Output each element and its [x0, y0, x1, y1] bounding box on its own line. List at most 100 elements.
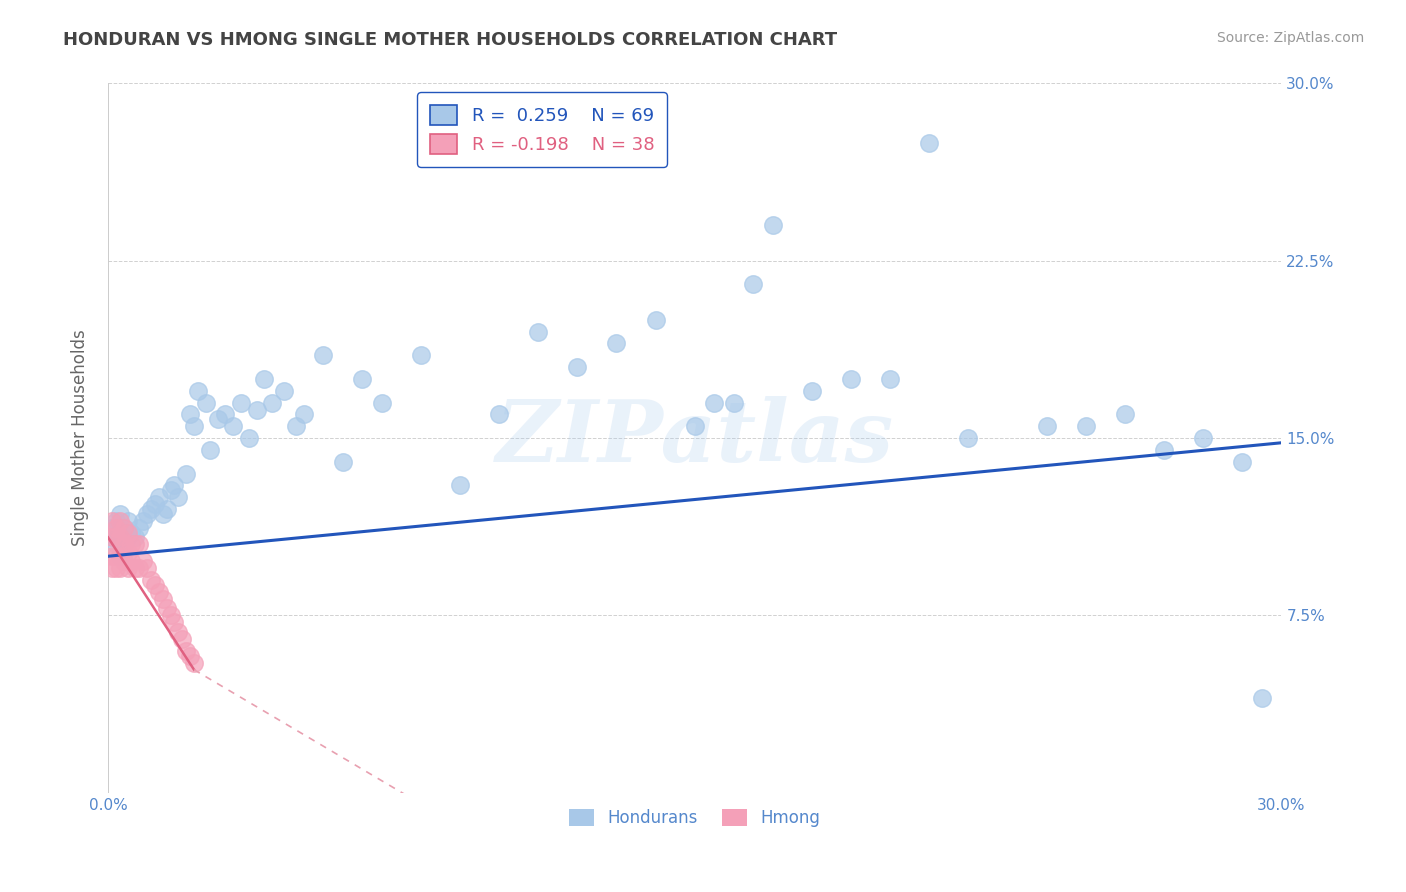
- Y-axis label: Single Mother Households: Single Mother Households: [72, 330, 89, 547]
- Point: [527, 325, 550, 339]
- Point: [214, 408, 236, 422]
- Point: [156, 601, 179, 615]
- Point: [112, 521, 135, 535]
- Point: [124, 537, 146, 551]
- Point: [132, 554, 155, 568]
- Point: [179, 648, 201, 663]
- Point: [409, 348, 432, 362]
- Point: [104, 549, 127, 564]
- Point: [159, 608, 181, 623]
- Point: [605, 336, 627, 351]
- Point: [567, 360, 589, 375]
- Point: [174, 467, 197, 481]
- Point: [183, 419, 205, 434]
- Point: [1074, 419, 1097, 434]
- Text: Source: ZipAtlas.com: Source: ZipAtlas.com: [1216, 31, 1364, 45]
- Point: [207, 412, 229, 426]
- Point: [117, 561, 139, 575]
- Point: [108, 549, 131, 564]
- Point: [194, 395, 217, 409]
- Point: [117, 544, 139, 558]
- Point: [148, 584, 170, 599]
- Point: [179, 408, 201, 422]
- Point: [101, 530, 124, 544]
- Point: [312, 348, 335, 362]
- Point: [253, 372, 276, 386]
- Text: ZIPatlas: ZIPatlas: [496, 396, 894, 480]
- Point: [139, 502, 162, 516]
- Point: [1232, 455, 1254, 469]
- Point: [108, 530, 131, 544]
- Point: [132, 514, 155, 528]
- Point: [117, 525, 139, 540]
- Point: [143, 497, 166, 511]
- Point: [159, 483, 181, 497]
- Text: HONDURAN VS HMONG SINGLE MOTHER HOUSEHOLDS CORRELATION CHART: HONDURAN VS HMONG SINGLE MOTHER HOUSEHOL…: [63, 31, 838, 49]
- Point: [167, 624, 190, 639]
- Point: [957, 431, 980, 445]
- Point: [292, 408, 315, 422]
- Point: [136, 507, 159, 521]
- Point: [762, 219, 785, 233]
- Point: [644, 313, 666, 327]
- Point: [167, 490, 190, 504]
- Point: [104, 514, 127, 528]
- Point: [839, 372, 862, 386]
- Point: [104, 530, 127, 544]
- Point: [152, 591, 174, 606]
- Point: [238, 431, 260, 445]
- Point: [352, 372, 374, 386]
- Point: [332, 455, 354, 469]
- Point: [371, 395, 394, 409]
- Point: [128, 521, 150, 535]
- Point: [246, 402, 269, 417]
- Point: [156, 502, 179, 516]
- Point: [143, 577, 166, 591]
- Point: [124, 530, 146, 544]
- Point: [104, 561, 127, 575]
- Point: [101, 514, 124, 528]
- Point: [273, 384, 295, 398]
- Point: [104, 521, 127, 535]
- Point: [120, 537, 142, 551]
- Point: [139, 573, 162, 587]
- Point: [742, 277, 765, 292]
- Point: [112, 554, 135, 568]
- Point: [229, 395, 252, 409]
- Point: [117, 530, 139, 544]
- Point: [1250, 691, 1272, 706]
- Point: [108, 525, 131, 540]
- Point: [1192, 431, 1215, 445]
- Point: [120, 554, 142, 568]
- Point: [101, 530, 124, 544]
- Point: [104, 537, 127, 551]
- Legend: Hondurans, Hmong: Hondurans, Hmong: [562, 803, 827, 834]
- Point: [723, 395, 745, 409]
- Point: [488, 408, 510, 422]
- Point: [187, 384, 209, 398]
- Point: [108, 549, 131, 564]
- Point: [163, 478, 186, 492]
- Point: [683, 419, 706, 434]
- Point: [152, 507, 174, 521]
- Point: [801, 384, 824, 398]
- Point: [1114, 408, 1136, 422]
- Point: [117, 514, 139, 528]
- Point: [101, 561, 124, 575]
- Point: [101, 521, 124, 535]
- Point: [703, 395, 725, 409]
- Point: [112, 537, 135, 551]
- Point: [112, 537, 135, 551]
- Point: [449, 478, 471, 492]
- Point: [112, 521, 135, 535]
- Point: [172, 632, 194, 646]
- Point: [183, 656, 205, 670]
- Point: [148, 490, 170, 504]
- Point: [108, 514, 131, 528]
- Point: [136, 561, 159, 575]
- Point: [108, 561, 131, 575]
- Point: [198, 442, 221, 457]
- Point: [128, 537, 150, 551]
- Point: [174, 644, 197, 658]
- Point: [1153, 442, 1175, 457]
